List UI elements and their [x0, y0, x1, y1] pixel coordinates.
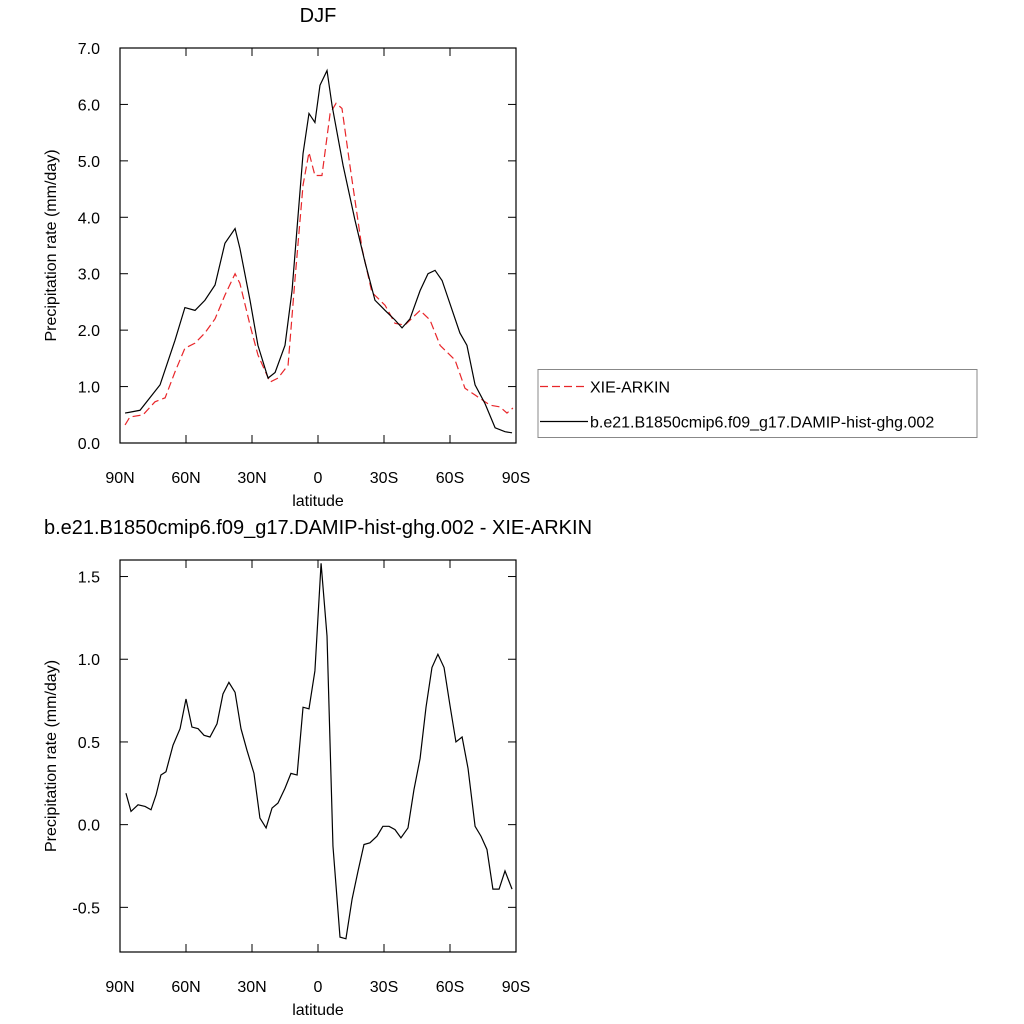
x-tick-label: 90N — [105, 470, 134, 487]
plot-frame — [119, 47, 517, 444]
legend-label: b.e21.B1850cmip6.f09_g17.DAMIP-hist-ghg.… — [590, 415, 934, 432]
x-tick-label: 0 — [314, 979, 323, 996]
x-tick-label: 60S — [436, 979, 464, 996]
x-tick-label: 60N — [171, 979, 200, 996]
x-tick-label: 90S — [502, 470, 530, 487]
y-tick-label: 0.0 — [78, 818, 100, 835]
x-axis-label: latitude — [292, 1002, 344, 1019]
y-tick-label: 6.0 — [78, 97, 100, 114]
y-axis-label: Precipitation rate (mm/day) — [43, 660, 60, 852]
y-tick-label: 3.0 — [78, 267, 100, 284]
data-line — [125, 563, 513, 940]
y-tick-label: 1.0 — [78, 652, 100, 669]
y-tick-label: 0.0 — [78, 436, 100, 453]
x-tick-label: 60S — [436, 470, 464, 487]
plot-frame — [119, 559, 517, 953]
x-tick-label: 0 — [314, 470, 323, 487]
x-axis-label: latitude — [292, 493, 344, 510]
y-tick-label: 2.0 — [78, 323, 100, 340]
chart-title: b.e21.B1850cmip6.f09_g17.DAMIP-hist-ghg.… — [44, 517, 592, 539]
data-line — [124, 68, 513, 434]
x-tick-label: 90S — [502, 979, 530, 996]
y-tick-label: -0.5 — [72, 900, 100, 917]
x-tick-label: 30S — [370, 470, 398, 487]
y-tick-label: 1.5 — [78, 570, 100, 587]
y-axis-label: Precipitation rate (mm/day) — [43, 149, 60, 341]
x-tick-label: 60N — [171, 470, 200, 487]
y-tick-label: 4.0 — [78, 210, 100, 227]
chart-title: DJF — [300, 5, 337, 27]
x-tick-label: 30N — [237, 979, 266, 996]
y-tick-label: 1.0 — [78, 380, 100, 397]
x-tick-label: 30S — [370, 979, 398, 996]
y-tick-label: 7.0 — [78, 41, 100, 58]
y-tick-label: 0.5 — [78, 735, 100, 752]
legend-box — [537, 369, 978, 438]
x-tick-label: 90N — [105, 979, 134, 996]
x-tick-label: 30N — [237, 470, 266, 487]
legend-label: XIE-ARKIN — [590, 380, 670, 397]
data-line — [124, 102, 514, 426]
y-tick-label: 5.0 — [78, 154, 100, 171]
